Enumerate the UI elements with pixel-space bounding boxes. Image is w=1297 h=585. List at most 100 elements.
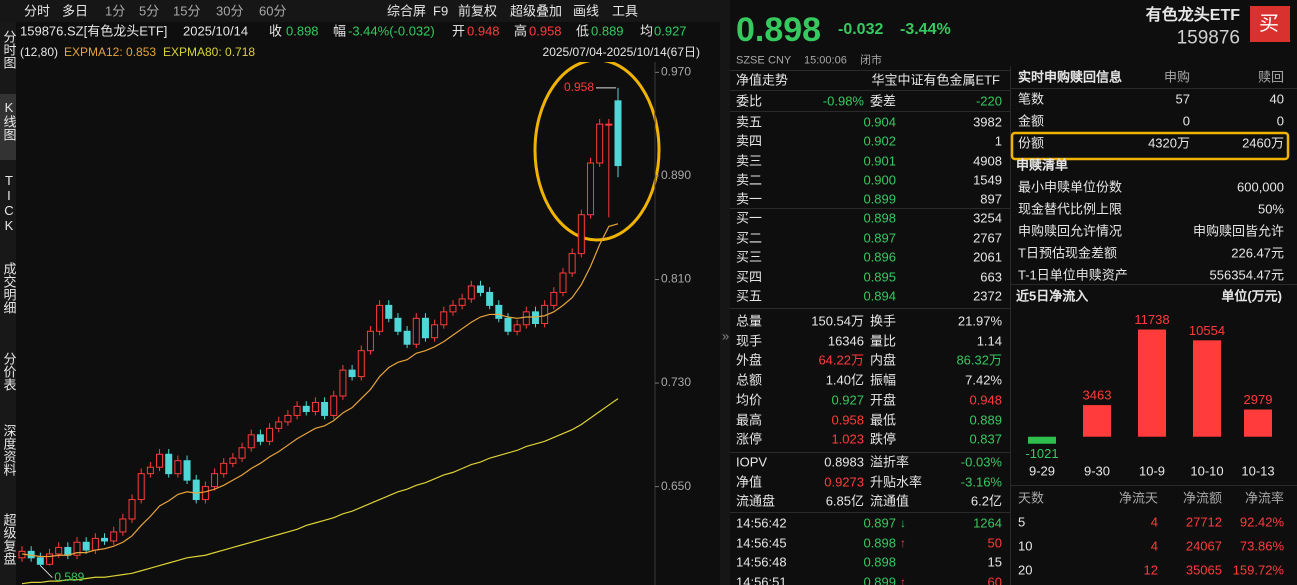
candle-body xyxy=(513,324,521,332)
price-change: -0.032 xyxy=(838,21,884,38)
candle-body xyxy=(46,553,54,565)
highlight-box xyxy=(1010,131,1290,161)
tool-button[interactable]: 综合屏 xyxy=(387,3,427,19)
period-tab[interactable]: 多日 xyxy=(62,3,89,19)
tool-button[interactable]: 前复权 xyxy=(458,3,498,19)
field-label: 流通值 xyxy=(870,493,910,509)
collapse-icon[interactable]: » xyxy=(722,328,730,344)
redeem-value: 2460万 xyxy=(1242,135,1284,151)
candle-body xyxy=(605,123,613,126)
period-tab[interactable]: 5分 xyxy=(139,3,160,19)
info-low-label: 低 xyxy=(576,23,590,39)
redeem-value: 0 xyxy=(1276,113,1284,129)
candle-body xyxy=(73,541,81,556)
sidebar-tab[interactable]: 分价表 xyxy=(1,352,17,391)
period-tab[interactable]: 1分 xyxy=(105,3,126,19)
candle-body xyxy=(403,330,411,345)
bid-volume: 2372 xyxy=(973,288,1002,304)
fund-name: 华宝中证有色金属ETF xyxy=(871,72,1000,88)
candle-body xyxy=(220,462,228,475)
bid-price: 0.895 xyxy=(863,269,896,284)
period-tab[interactable]: 15分 xyxy=(173,3,201,19)
sidebar-tab[interactable]: 分时图 xyxy=(1,30,17,69)
tool-button[interactable]: F9 xyxy=(433,3,449,19)
highlight-box-layer xyxy=(1010,131,1290,161)
tool-button[interactable]: 画线 xyxy=(573,3,600,19)
section-title: 申赎清单 xyxy=(1016,157,1069,173)
ask-level: 卖二 xyxy=(736,172,763,188)
period-tab[interactable]: 30分 xyxy=(216,3,244,19)
separator xyxy=(1011,88,1297,89)
last-price: 0.898 xyxy=(736,11,822,49)
list-value: 50% xyxy=(1257,201,1284,217)
buy-label[interactable]: 买 xyxy=(1259,13,1279,35)
ask-level: 卖一 xyxy=(736,191,763,207)
sidebar-tab[interactable]: 深度资料 xyxy=(1,424,17,476)
table-cell: 4 xyxy=(1150,514,1158,530)
ask-price: 0.900 xyxy=(863,172,896,188)
field-label: 开盘 xyxy=(870,392,897,408)
date-range: 2025/07/04-2025/10/14(67日) xyxy=(542,45,700,59)
candle-body xyxy=(91,537,99,551)
sidebar-tab[interactable]: TICK xyxy=(1,173,17,233)
row-label: 份额 xyxy=(1018,135,1045,151)
separator xyxy=(730,308,1010,309)
candle-body xyxy=(82,541,90,551)
candle-body xyxy=(247,434,255,449)
market-meta: SZSE xyxy=(736,54,765,67)
candle-body xyxy=(376,304,384,332)
y-tick-label: 0.650 xyxy=(661,479,691,493)
trade-volume: 60 xyxy=(987,574,1002,585)
bid-price: 0.897 xyxy=(863,230,896,245)
ask-level: 卖三 xyxy=(736,153,763,169)
flow-category: 10-10 xyxy=(1190,463,1223,478)
field-label: 溢折率 xyxy=(870,454,910,470)
sidebar-active xyxy=(0,94,16,160)
candle-body xyxy=(174,460,182,475)
field-value: 6.85亿 xyxy=(825,493,864,509)
ask-price: 0.899 xyxy=(863,191,896,207)
ema12-legend: EXPMA12: 0.853 xyxy=(64,45,157,59)
trade-price: 0.899 xyxy=(863,574,896,585)
nav-trend[interactable]: 净值走势 xyxy=(736,72,789,88)
candle-body xyxy=(201,486,209,501)
table-cell: 24067 xyxy=(1185,538,1222,554)
highlight-ellipse xyxy=(533,62,661,242)
sidebar-tab[interactable]: K线图 xyxy=(1,100,17,141)
table-cell: 27712 xyxy=(1185,514,1222,530)
candle-body xyxy=(495,304,503,319)
info-low: 0.889 xyxy=(591,23,624,39)
list-label: 申购赎回允许情况 xyxy=(1018,223,1123,239)
ask-price: 0.902 xyxy=(863,133,896,149)
info-close-label: 收 xyxy=(269,23,283,39)
separator xyxy=(1011,485,1297,486)
field-value: -0.98% xyxy=(822,93,864,109)
sidebar-tab[interactable]: 超级复盘 xyxy=(1,513,17,565)
sidebar-tab[interactable]: 成交明细 xyxy=(1,262,17,314)
tool-button[interactable]: 工具 xyxy=(612,3,639,19)
flow-value: 2979 xyxy=(1244,392,1273,407)
field-label: 均价 xyxy=(736,392,763,408)
field-value: 6.2亿 xyxy=(970,493,1002,509)
ask-volume: 3982 xyxy=(973,114,1002,130)
candle-body xyxy=(614,100,622,167)
table-cell: 20 xyxy=(1018,562,1033,578)
candle-body xyxy=(55,546,63,555)
table-cell: 73.86% xyxy=(1239,538,1284,554)
candle-body xyxy=(577,214,585,255)
candle-body xyxy=(357,350,365,378)
period-tab[interactable]: 60分 xyxy=(259,3,287,19)
separator xyxy=(730,512,1010,513)
candle-body xyxy=(596,123,604,164)
field-label: 净值 xyxy=(736,474,763,489)
buy-button[interactable] xyxy=(1250,6,1290,42)
candle-body xyxy=(330,395,338,416)
tool-button[interactable]: 超级叠加 xyxy=(510,3,563,19)
bid-level: 买三 xyxy=(736,249,763,265)
info-avg-label: 均 xyxy=(640,23,654,39)
period-tab[interactable]: 分时 xyxy=(24,3,51,19)
ask-volume: 1549 xyxy=(973,172,1002,188)
trade-direction: ↑ xyxy=(900,574,906,585)
field-value: 0.8983 xyxy=(824,454,864,470)
